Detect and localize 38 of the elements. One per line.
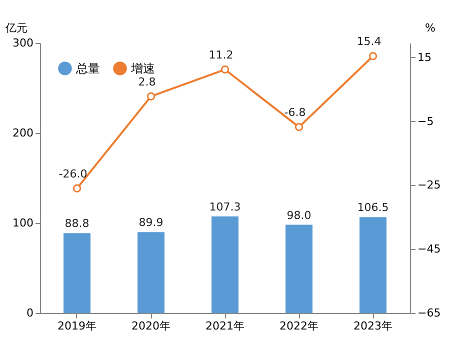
x-tick-label: 2019年 [58,320,96,332]
data-label: -6.8 [284,106,306,120]
data-label: 15.4 [356,35,382,48]
point [72,184,82,192]
y2-tick-label: −45 [418,242,441,256]
data-label: 107.3 [209,200,241,214]
point [368,52,378,60]
bar [64,233,90,313]
y2-tick-label: −25 [418,178,441,192]
y-axis-title: 亿元 [4,22,28,34]
legend-label: 总量 [75,61,100,76]
y-tick-label: 300 [12,36,34,50]
point [220,65,230,74]
x-tick-label: 2023年 [354,320,392,332]
y-tick-label: 200 [12,126,34,140]
data-label: -26.0 [58,167,88,180]
data-label: 88.8 [64,217,90,230]
data-label: 11.2 [208,48,234,62]
y-tick-label: 100 [12,216,34,230]
y2-tick-label: −65 [418,306,441,320]
bar [286,224,312,313]
legend-label: 增速 [130,61,155,76]
point [146,92,156,100]
bar [138,232,164,313]
y-tick-label: 0 [26,306,34,320]
x-tick-label: 2021年 [206,320,244,332]
data-label: 89.9 [138,216,164,230]
y2-tick-label: −5 [418,114,434,128]
bar [212,216,238,313]
data-label: 98.0 [286,208,312,222]
y2-axis-title: % [425,22,436,34]
x-tick-label: 2022年 [280,320,318,332]
data-label: 2.8 [138,75,156,88]
data-label: 106.5 [357,201,389,214]
point [294,122,304,132]
bar [360,217,386,313]
x-tick-label: 2020年 [132,320,170,332]
y2-tick-label: 15 [418,50,432,64]
